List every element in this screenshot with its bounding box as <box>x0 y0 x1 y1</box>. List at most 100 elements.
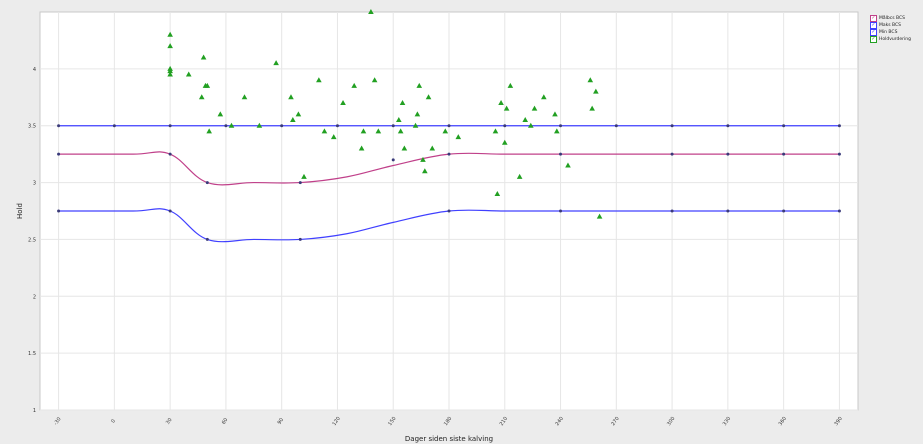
scatter-point-holdvurdering <box>498 99 504 105</box>
scatter-point-holdvurdering <box>522 117 529 123</box>
series-point-m-lbcs-bcs <box>782 152 786 156</box>
scatter-point-holdvurdering <box>412 122 419 128</box>
series-line-m-lbcs-bcs <box>58 151 840 186</box>
x-tick-label: 360 <box>778 416 788 427</box>
scatter-point-holdvurdering <box>501 139 508 145</box>
y-tick-label: 4 <box>33 67 36 73</box>
scatter-point-holdvurdering <box>204 82 211 88</box>
series-point-min-bcs <box>447 209 451 213</box>
scatter-point-holdvurdering <box>358 145 365 151</box>
series-point-maks-bcs <box>559 124 563 128</box>
series-point-m-lbcs-bcs <box>57 152 61 156</box>
series-layer <box>57 9 841 243</box>
y-tick-label: 3 <box>33 181 36 187</box>
series-point-maks-bcs <box>726 124 730 128</box>
y-tick-label: 2 <box>33 294 36 300</box>
series-point-min-bcs <box>57 209 61 213</box>
scatter-point-holdvurdering <box>273 60 279 66</box>
scatter-point-holdvurdering <box>288 94 294 100</box>
scatter-point-holdvurdering <box>167 31 173 37</box>
series-point-min-bcs <box>670 209 674 213</box>
scatter-point-holdvurdering <box>316 77 322 83</box>
legend-checkbox[interactable]: ✓ <box>870 15 877 22</box>
series-point-maks-bcs <box>57 124 61 128</box>
scatter-point-holdvurdering <box>596 213 603 219</box>
series-point-maks-bcs <box>168 124 172 128</box>
x-tick-label: 60 <box>221 417 230 426</box>
scatter-point-holdvurdering <box>589 105 595 111</box>
series-point-maks-bcs <box>503 124 507 128</box>
scatter-point-holdvurdering <box>167 71 173 77</box>
series-point-m-lbcs-bcs <box>298 181 302 185</box>
legend-item-maks-bcs[interactable]: ✓ Maks BCS <box>870 22 922 29</box>
legend-checkbox[interactable]: ✓ <box>870 36 877 43</box>
x-tick-label: 30 <box>165 417 174 426</box>
series-point-maks-bcs <box>391 124 395 128</box>
scatter-point-holdvurdering <box>340 99 346 105</box>
y-tick-label: 1.5 <box>28 351 36 357</box>
series-point-m-lbcs-bcs <box>391 158 395 162</box>
scatter-point-holdvurdering <box>228 122 235 128</box>
x-tick-label: 330 <box>722 416 732 427</box>
x-tick-label: 210 <box>499 416 509 427</box>
series-point-min-bcs <box>726 209 730 213</box>
legend-checkbox[interactable]: ✓ <box>870 22 877 29</box>
scatter-point-holdvurdering <box>368 9 374 14</box>
scatter-point-holdvurdering <box>256 122 263 128</box>
y-tick-label: 2.5 <box>28 237 36 243</box>
x-tick-label: 120 <box>331 416 341 427</box>
series-point-m-lbcs-bcs <box>670 152 674 156</box>
scatter-point-holdvurdering <box>396 117 402 123</box>
series-point-min-bcs <box>782 209 786 213</box>
scatter-point-holdvurdering <box>185 71 192 77</box>
scatter-point-holdvurdering <box>321 128 328 134</box>
legend-item-malbcs[interactable]: ✓ Målbcs BCS <box>870 15 922 22</box>
scatter-point-holdvurdering <box>507 82 514 88</box>
y-tick-label: 1 <box>33 408 36 414</box>
scatter-point-holdvurdering <box>241 94 248 100</box>
scatter-point-holdvurdering <box>420 156 426 162</box>
legend: ✓ Målbcs BCS ✓ Maks BCS ✓ Min BCS ✓ Hold… <box>870 15 922 43</box>
scatter-point-holdvurdering <box>425 94 432 100</box>
scatter-point-holdvurdering <box>414 111 421 117</box>
scatter-point-holdvurdering <box>397 128 404 134</box>
legend-checkbox[interactable]: ✓ <box>870 29 877 36</box>
scatter-point-holdvurdering <box>516 173 523 179</box>
scatter-point-holdvurdering <box>528 122 534 128</box>
x-tick-label: 150 <box>387 416 397 427</box>
scatter-point-holdvurdering <box>360 128 367 134</box>
legend-item-holdvurdering[interactable]: ✓ Holdvurdering <box>870 36 922 43</box>
series-point-min-bcs <box>205 237 209 241</box>
scatter-point-holdvurdering <box>587 77 594 83</box>
scatter-point-holdvurdering <box>351 82 357 88</box>
series-point-min-bcs <box>837 209 841 213</box>
series-point-m-lbcs-bcs <box>726 152 730 156</box>
series-point-min-bcs <box>298 237 302 241</box>
series-point-maks-bcs <box>224 124 228 128</box>
series-point-maks-bcs <box>782 124 786 128</box>
x-tick-label: -30 <box>53 416 63 426</box>
y-axis-title: Hold <box>16 203 24 219</box>
scatter-point-holdvurdering <box>217 111 224 117</box>
x-tick-label: 300 <box>666 416 676 427</box>
legend-label: Maks BCS <box>879 23 902 28</box>
series-line-min-bcs <box>58 208 840 243</box>
scatter-point-holdvurdering <box>290 117 296 123</box>
series-point-maks-bcs <box>335 124 339 128</box>
series-point-maks-bcs <box>112 124 116 128</box>
legend-label: Holdvurdering <box>879 37 911 42</box>
scatter-point-holdvurdering <box>455 134 462 140</box>
scatter-point-holdvurdering <box>422 168 428 174</box>
legend-item-min-bcs[interactable]: ✓ Min BCS <box>870 29 922 36</box>
scatter-point-holdvurdering <box>593 88 599 94</box>
series-point-m-lbcs-bcs <box>837 152 841 156</box>
series-point-maks-bcs <box>280 124 284 128</box>
scatter-point-holdvurdering <box>301 173 307 179</box>
x-tick-label: 390 <box>833 416 843 427</box>
series-point-maks-bcs <box>670 124 674 128</box>
scatter-point-holdvurdering <box>494 190 501 196</box>
series-point-m-lbcs-bcs <box>447 152 451 156</box>
scatter-point-holdvurdering <box>503 105 510 111</box>
x-tick-label: 240 <box>555 416 565 427</box>
